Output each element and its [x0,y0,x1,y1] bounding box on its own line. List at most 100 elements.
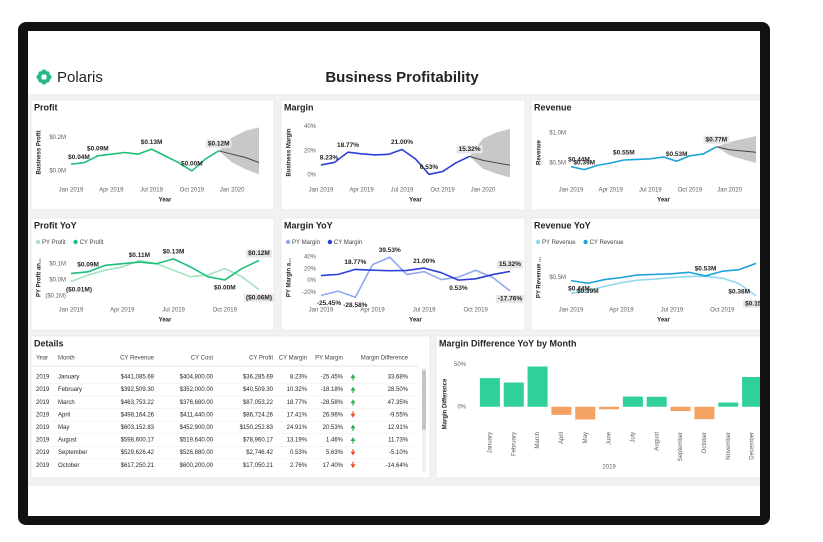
column-header: CY Cost [191,356,214,362]
table-cell: $404,800.00 [180,375,214,381]
y-axis-label: PY Revenue ... [537,257,543,299]
table-cell: $463,753.22 [121,400,155,406]
table-cell: $87,053.22 [243,400,274,406]
legend-marker [535,239,541,245]
arrow-stem [352,461,354,465]
column-header: Year [36,356,48,362]
value-label-box [205,139,232,148]
x-tick-label: May [583,432,589,443]
x-tick-label: Jan 2019 [559,188,584,194]
x-tick-label: Jul 2019 [140,188,163,194]
x-tick-label: October [702,432,708,453]
value-label: ($0.06M) [246,294,272,301]
table-cell: $376,680.00 [180,400,214,406]
x-tick-label: August [654,432,660,451]
panel-title: Profit YoY [34,220,77,230]
x-axis-label: Year [159,318,172,324]
y-tick-label: -20% [302,290,317,296]
y-axis-label: PY Margin a... [287,258,293,298]
value-label-box [246,249,272,258]
y-tick-label: 0% [307,173,316,179]
table-cell: $78,960.17 [243,438,274,444]
arrow-up [350,424,356,429]
legend-marker [35,239,41,245]
bar [527,366,548,407]
table-cell: 12.91% [388,425,409,431]
bar [479,378,500,407]
x-tick-label: Apr 2019 [349,188,374,194]
bar [694,406,715,420]
value-label: $0.09M [87,146,109,153]
value-label: $0.53M [695,266,717,273]
value-label-box [243,293,275,302]
table-cell: 18.77% [287,400,308,406]
y-tick-label: $0.0M [49,278,66,284]
y-axis-label: Revenue [537,139,543,165]
table-cell: $17,050.21 [243,463,274,469]
x-tick-label: January [487,432,493,453]
dashboard: Polaris Business Profitability Profit $0.… [28,69,767,486]
table-cell: -18.18% [321,387,344,393]
x-tick-label: June [607,431,613,445]
series-line [570,146,717,171]
bar [646,396,667,407]
column-header: CY Margin [279,356,307,362]
x-tick-label: March [535,432,541,449]
series-line [570,275,757,297]
arrow-down [350,464,356,469]
value-label-box [496,260,524,269]
series-line [70,258,260,281]
series-line [70,259,260,291]
x-tick-label: Apr 2019 [598,188,623,194]
page-title: Business Profitability [325,69,479,86]
scrollbar-thumb[interactable] [422,370,426,430]
legend-label: CY Margin [334,240,362,246]
x-tick-label: Apr 2019 [110,308,135,314]
y-tick-label: 0% [457,404,466,410]
legend-marker [583,239,588,245]
bar [575,406,596,420]
panel-title: Details [34,338,64,348]
legend-label: CY Profit [80,240,104,246]
arrow-stem [352,390,354,394]
table-cell: 11.73% [388,438,409,444]
table-cell: $40,509.30 [243,387,274,393]
forecast-line [716,146,757,153]
x-tick-label: Jul 2019 [162,308,185,314]
forecast-band [716,136,756,163]
column-header: CY Revenue [120,356,155,362]
value-label: $0.13M [141,139,163,146]
table-cell: 17.41% [287,412,308,418]
table-cell: $2,746.42 [246,450,273,456]
value-label-box [495,294,525,303]
table-cell: 1.46% [326,438,344,444]
value-label: $0.44M [568,285,590,292]
y-tick-label: 20% [304,148,317,154]
y-axis-label: Margin Difference [443,378,449,429]
table-cell: $36,285.69 [243,375,274,381]
x-axis-label: Year [657,198,670,204]
value-label: 21.00% [413,258,435,265]
x-tick-label: Jan 2019 [309,188,334,194]
table-cell: $452,900.00 [180,425,214,431]
panel-title: Revenue YoY [534,220,591,230]
table-cell: $392,509.30 [121,387,155,393]
y-tick-label: 20% [304,266,317,272]
table-cell: 24.91% [287,425,308,431]
table-cell: September [58,450,87,456]
bar [599,406,620,410]
x-tick-label: Jul 2019 [661,308,684,314]
x-tick-label: Jan 2019 [59,308,84,314]
value-label: $0.15M [745,300,767,307]
panel-title: Revenue [534,102,572,112]
table-cell: $150,252.83 [240,425,274,431]
x-tick-label: Jan 2020 [471,188,496,194]
x-tick-label: Oct 2019 [678,188,703,194]
table-cell: 10.32% [287,387,308,393]
value-label-box [743,299,760,308]
arrow-stem [352,402,354,406]
table-cell: -9.55% [389,412,409,418]
arrow-stem [352,427,354,431]
x-tick-label: Apr 2019 [360,308,385,314]
